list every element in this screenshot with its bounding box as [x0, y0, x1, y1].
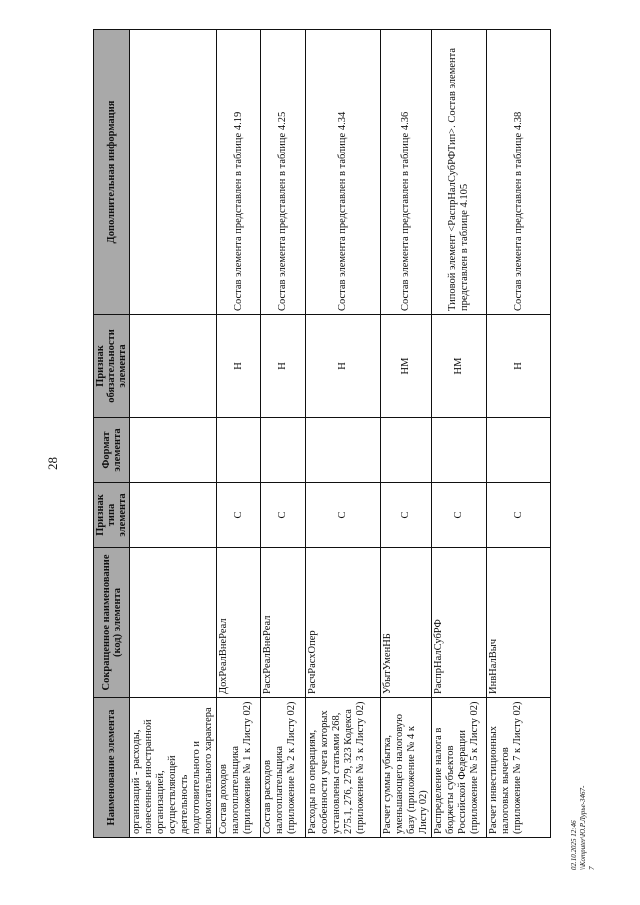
cell-format: [305, 417, 381, 483]
cell-required: Н: [260, 314, 306, 418]
table-row: Состав доходов налогоплательщика (прилож…: [216, 29, 261, 838]
cell-info: Состав элемента представлен в таблице 4.…: [216, 29, 261, 315]
cell-format: [216, 417, 261, 483]
footer-timestamp: 02.10.2025 12:46: [570, 820, 578, 870]
cell-name: Расчет инвестиционных налоговых вычетов …: [486, 697, 551, 838]
header-name: Наименование элемента: [93, 697, 130, 838]
table-row: Расчет суммы убытка, уменьшающего налого…: [380, 29, 432, 838]
cell-required: Н: [486, 314, 551, 418]
cell-required: Н: [305, 314, 381, 418]
cell-info: [129, 29, 217, 315]
cell-required: НМ: [380, 314, 432, 418]
cell-type: С: [260, 482, 306, 548]
table-row: Распределение налога в бюджеты субъектов…: [431, 29, 487, 838]
cell-name: Состав расходов налогоплательщика (прило…: [260, 697, 306, 838]
cell-code: ИнвНалВыч: [486, 547, 551, 698]
cell-required: [129, 314, 217, 418]
header-required: Признак обязательности элемента: [93, 314, 130, 418]
cell-name: организаций - расходы, понесенные иностр…: [129, 697, 217, 838]
table-row: Расходы по операциям, особенности учета …: [305, 29, 381, 838]
cell-code: [129, 547, 217, 698]
page-number: 28: [45, 457, 60, 470]
cell-name: Расчет суммы убытка, уменьшающего налого…: [380, 697, 432, 838]
table-header-row: Наименование элемента Сокращенное наимен…: [93, 29, 130, 838]
elements-table: Наименование элемента Сокращенное наимен…: [93, 29, 551, 838]
cell-info: Состав элемента представлен в таблице 4.…: [260, 29, 306, 315]
header-info: Дополнительная информация: [93, 29, 130, 315]
cell-required: НМ: [431, 314, 487, 418]
cell-type: С: [380, 482, 432, 548]
table-row: Расчет инвестиционных налоговых вычетов …: [486, 29, 551, 838]
cell-format: [260, 417, 306, 483]
cell-info: Типовой элемент <РаспрНалСубРФТип>. Сост…: [431, 29, 487, 315]
cell-info: Состав элемента представлен в таблице 4.…: [486, 29, 551, 315]
cell-format: [380, 417, 432, 483]
cell-info: Состав элемента представлен в таблице 4.…: [380, 29, 432, 315]
header-type: Признак типа элемента: [93, 482, 130, 548]
cell-format: [431, 417, 487, 483]
header-code: Сокращенное наименование (код) элемента: [93, 547, 130, 698]
cell-type: С: [431, 482, 487, 548]
cell-name: Распределение налога в бюджеты субъектов…: [431, 697, 487, 838]
header-format: Формат элемента: [93, 417, 130, 483]
cell-info: Состав элемента представлен в таблице 4.…: [305, 29, 381, 315]
cell-code: РаспрНалСубРФ: [431, 547, 487, 698]
table-row: Состав расходов налогоплательщика (прило…: [260, 29, 306, 838]
cell-format: [486, 417, 551, 483]
cell-type: С: [216, 482, 261, 548]
cell-name: Состав доходов налогоплательщика (прилож…: [216, 697, 261, 838]
table-row: организаций - расходы, понесенные иностр…: [129, 29, 217, 838]
cell-type: [129, 482, 217, 548]
cell-required: Н: [216, 314, 261, 418]
footer: 02.10.2025 12:46 \\Komputer\Ю.Р.Лурье-34…: [570, 786, 597, 870]
cell-name: Расходы по операциям, особенности учета …: [305, 697, 381, 838]
cell-type: С: [305, 482, 381, 548]
cell-format: [129, 417, 217, 483]
cell-code: РасхРеалВнеРеал: [260, 547, 306, 698]
cell-code: РасчРасхОпер: [305, 547, 381, 698]
cell-type: С: [486, 482, 551, 548]
footer-path: \\Komputer\Ю.Р.Лурье-3467-7: [579, 785, 596, 870]
cell-code: УбытУменНБ: [380, 547, 432, 698]
cell-code: ДохРеалВнеРеал: [216, 547, 261, 698]
